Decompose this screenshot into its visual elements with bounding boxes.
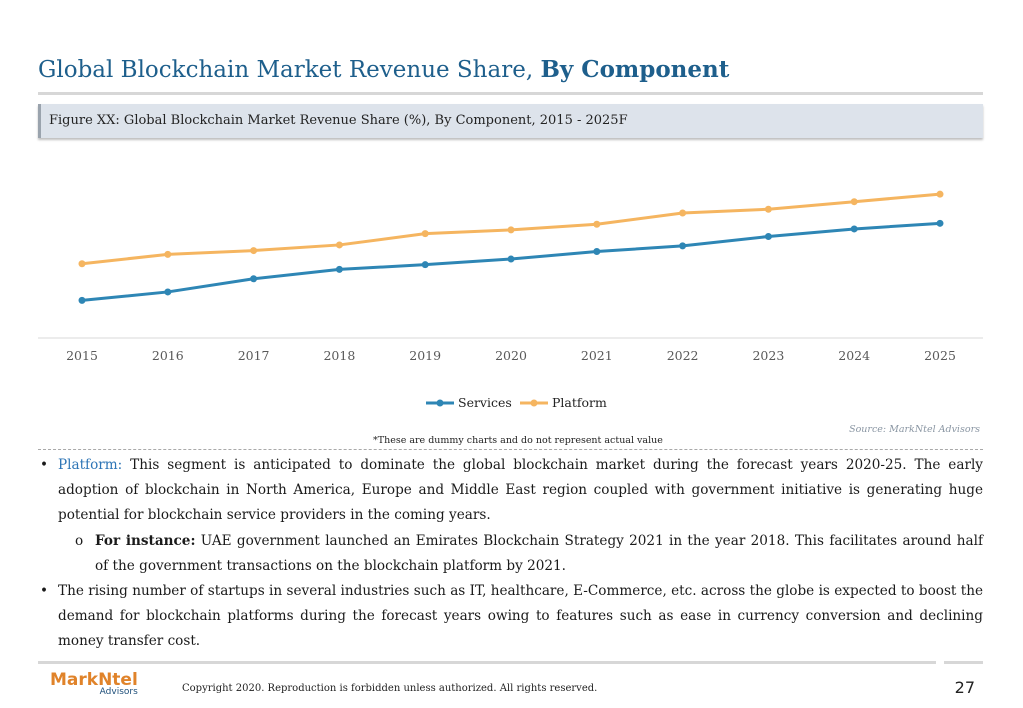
data-point-services	[164, 288, 172, 296]
data-point-services	[78, 296, 86, 304]
body-content: Platform: This segment is anticipated to…	[38, 453, 983, 655]
data-point-platform	[250, 247, 258, 255]
data-point-services	[250, 275, 258, 283]
data-point-services	[593, 248, 601, 256]
page-title: Global Blockchain Market Revenue Share, …	[38, 56, 729, 83]
data-point-services	[936, 219, 944, 227]
data-point-platform	[679, 209, 687, 217]
x-tick-label: 2018	[323, 348, 355, 363]
figure-caption-bar: Figure XX: Global Blockchain Market Reve…	[38, 104, 983, 138]
footer-divider-short	[944, 661, 983, 664]
data-point-platform	[850, 198, 858, 206]
footer-divider	[38, 661, 936, 664]
page-number: 27	[954, 678, 975, 697]
x-tick-label: 2025	[924, 348, 956, 363]
x-tick-label: 2021	[581, 348, 613, 363]
legend-label-platform: Platform	[552, 395, 607, 410]
startups-text: The rising number of startups in several…	[58, 583, 983, 650]
dashed-divider	[38, 449, 983, 450]
x-tick-label: 2023	[752, 348, 784, 363]
x-tick-label: 2020	[495, 348, 527, 363]
data-point-services	[421, 261, 429, 269]
data-point-platform	[593, 220, 601, 228]
platform-text: This segment is anticipated to dominate …	[58, 457, 983, 524]
data-point-platform	[335, 241, 343, 249]
data-point-platform	[164, 250, 172, 258]
x-tick-label: 2016	[152, 348, 184, 363]
bullet-startups: The rising number of startups in several…	[38, 579, 983, 655]
legend-marker-services	[436, 399, 444, 407]
legend-marker-platform	[530, 399, 538, 407]
source-note: Source: MarkNtel Advisors	[849, 424, 980, 435]
data-point-services	[507, 255, 515, 263]
x-tick-label: 2024	[838, 348, 870, 363]
platform-label: Platform:	[58, 457, 123, 473]
dummy-disclaimer: *These are dummy charts and do not repre…	[373, 435, 663, 446]
data-point-services	[679, 242, 687, 250]
x-tick-label: 2017	[238, 348, 270, 363]
copyright-text: Copyright 2020. Reproduction is forbidde…	[182, 683, 598, 694]
line-chart: 2015 2016 2017 2018 2019 2020 2021 2022 2023 2024…	[38, 190, 983, 410]
x-tick-label: 2022	[667, 348, 699, 363]
data-point-platform	[421, 230, 429, 238]
logo-sub: Advisors	[99, 687, 138, 697]
x-tick-label: 2015	[66, 348, 98, 363]
data-point-services	[335, 265, 343, 273]
sub-bullet-instance: For instance: UAE government launched an…	[38, 529, 983, 579]
title-main: Global Blockchain Market Revenue Share,	[38, 57, 541, 83]
data-point-services	[850, 225, 858, 233]
instance-label: For instance:	[95, 532, 196, 549]
data-point-services	[764, 232, 772, 240]
data-point-platform	[936, 190, 944, 198]
data-point-platform	[78, 260, 86, 268]
instance-text: UAE government launched an Emirates Bloc…	[95, 532, 984, 574]
x-tick-label: 2019	[409, 348, 441, 363]
figure-caption: Figure XX: Global Blockchain Market Reve…	[49, 113, 628, 128]
data-point-platform	[764, 205, 772, 213]
title-divider	[38, 92, 983, 95]
data-point-platform	[507, 226, 515, 234]
title-emphasis: By Component	[540, 56, 730, 83]
logo-main: MarkNtel	[50, 670, 138, 690]
legend-label-services: Services	[458, 395, 512, 410]
bullet-platform: Platform: This segment is anticipated to…	[38, 453, 983, 529]
marknetel-logo: MarkNtel Advisors	[50, 670, 138, 697]
